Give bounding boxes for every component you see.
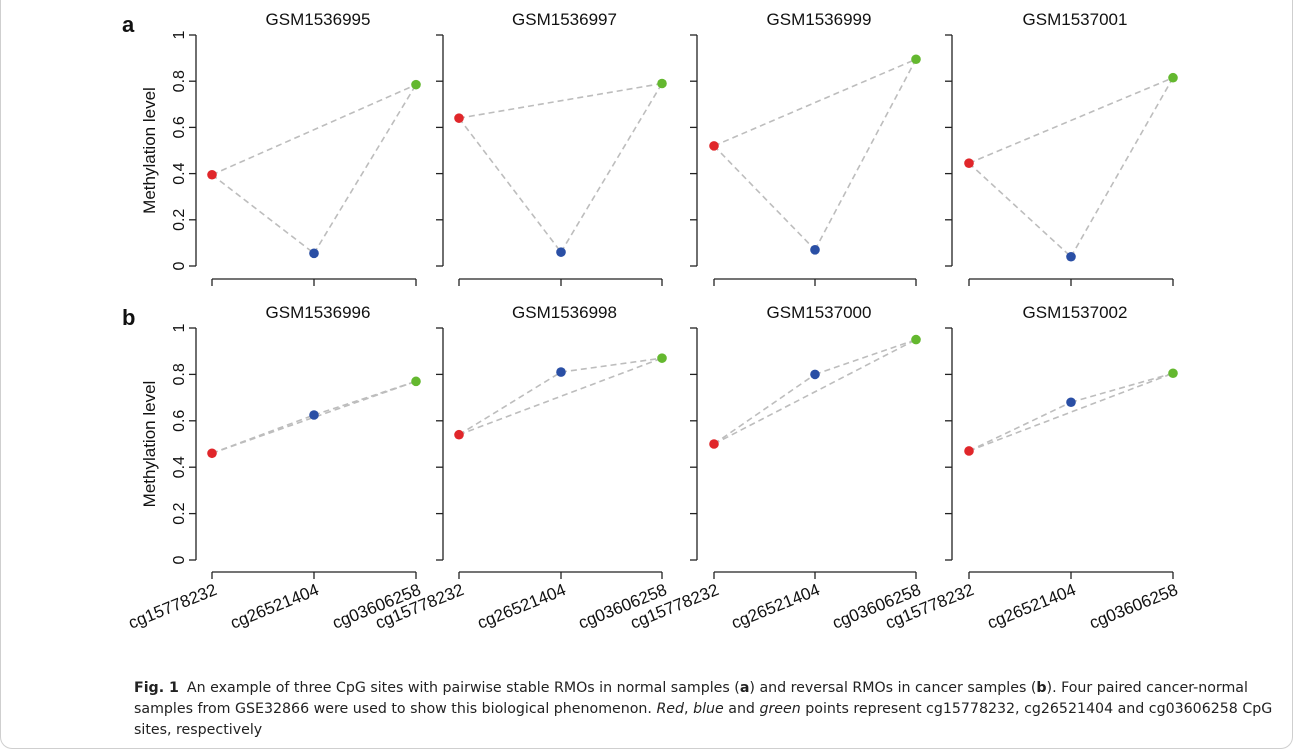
y-axis-label-b: Methylation level [140,381,159,508]
connector-line [560,357,663,373]
data-point-cg15778232 [964,446,974,456]
data-point-cg26521404 [309,248,319,259]
x-tick-label: cg15778232 [126,580,220,633]
data-point-cg15778232 [709,141,719,151]
panel-title: GSM1536996 [266,303,371,322]
x-tick-label: cg03606258 [1087,580,1181,633]
connector-line [968,401,1072,452]
connector-line [211,380,417,455]
data-point-cg03606258 [657,78,667,89]
data-point-cg26521404 [556,247,566,257]
connector-line [814,58,917,251]
connector-line [211,83,417,176]
connector-line [968,76,1174,164]
caption-text-6: points represent cg15778232, cg26521404 … [134,701,1273,738]
panel-title: GSM1536999 [767,10,872,29]
connector-line [313,84,417,254]
data-point-cg03606258 [1168,72,1178,83]
data-point-cg26521404 [1066,397,1076,408]
caption-text-2: ) and reversal RMOs in cancer samples ( [749,680,1037,696]
data-point-cg26521404 [556,367,566,377]
panel-label-a: a [122,12,135,37]
caption-text-1: An example of three CpG sites with pairw… [186,680,740,696]
data-point-cg26521404 [309,410,319,420]
y-tick-label: 1 [171,30,188,39]
connector-line [1070,372,1174,404]
data-point-cg26521404 [1066,251,1076,262]
connector-line [968,372,1174,452]
connector-line [968,162,1072,258]
x-tick-label: cg26521404 [228,580,322,633]
panel-title: GSM1536995 [266,10,371,29]
caption-blue: blue [693,701,724,717]
y-tick-label: 1 [171,323,188,332]
data-point-cg03606258 [1168,368,1178,379]
connector-line [560,83,663,253]
data-point-cg15778232 [454,429,464,440]
panel-title: GSM1536997 [512,10,617,29]
y-tick-label: 0.2 [171,209,188,231]
data-point-cg26521404 [810,245,820,255]
connector-line [713,145,816,251]
figure-caption: Fig. 1 An example of three CpG sites with… [134,678,1282,741]
connector-line [211,414,315,455]
y-tick-label: 0.6 [171,116,188,138]
data-point-cg03606258 [411,79,421,90]
caption-ref-a: a [739,680,750,696]
y-tick-label: 0 [171,555,188,564]
panel-label-b: b [122,305,135,330]
connector-line [458,117,562,253]
data-point-cg15778232 [964,158,974,169]
data-point-cg03606258 [911,54,921,65]
connector-line [458,371,562,436]
data-point-cg15778232 [709,439,719,449]
x-tick-label: cg26521404 [729,580,823,633]
caption-green: green [759,701,801,717]
y-tick-label: 0.2 [171,502,188,524]
data-point-cg15778232 [454,113,464,123]
panel-title: GSM1536998 [512,303,617,322]
y-tick-label: 0 [171,261,188,270]
x-tick-label: cg26521404 [985,580,1079,633]
data-point-cg15778232 [207,169,217,180]
connector-line [211,174,315,254]
y-tick-label: 0.4 [171,162,188,184]
panel-title: GSM1537001 [1023,10,1128,29]
connector-line [458,82,663,119]
caption-label: Fig. 1 [134,680,179,696]
panel-title: GSM1537000 [767,303,872,322]
figure-chart: a Methylation level 0 0.2 0.4 0.6 0.8 1 GSM15369… [122,10,1181,633]
x-tick-label: cg26521404 [475,580,569,633]
data-point-cg26521404 [810,369,820,380]
y-tick-label: 0.8 [171,70,188,92]
panel-title: GSM1537002 [1023,303,1128,322]
connector-line [1070,77,1174,258]
data-point-cg03606258 [657,353,667,363]
y-tick-label: 0.8 [171,363,188,385]
caption-ref-b: b [1036,680,1047,696]
data-point-cg03606258 [911,334,921,345]
connector-line [313,380,417,416]
connector-line [713,58,917,147]
connector-line [713,373,816,445]
y-tick-label: 0.6 [171,410,188,432]
connector-line [713,338,917,445]
y-axis-label-a: Methylation level [140,87,159,214]
caption-text-3: ). Four paired cancer-normal samples fro… [134,680,1248,717]
data-point-cg15778232 [207,448,217,459]
caption-red: Red [656,701,685,717]
connector-line [458,357,663,436]
caption-text-4: , [684,701,694,717]
y-tick-label: 0.4 [171,456,188,478]
data-point-cg03606258 [411,376,421,387]
connector-line [814,338,917,376]
caption-text-5: and [723,701,760,717]
